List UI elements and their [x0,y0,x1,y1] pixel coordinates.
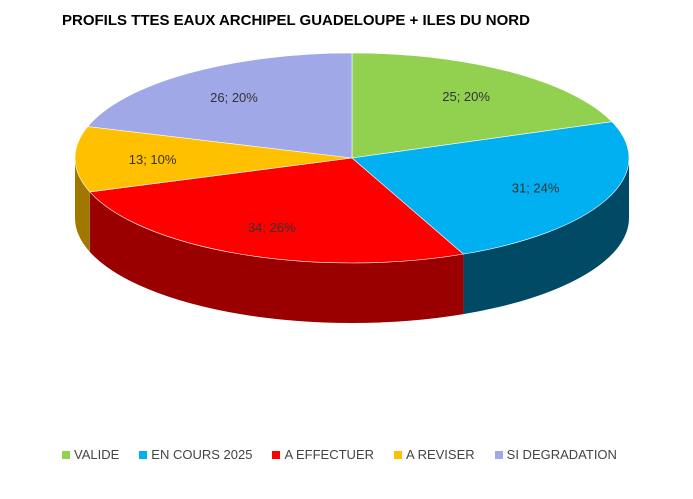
chart-title: PROFILS TTES EAUX ARCHIPEL GUADELOUPE + … [62,12,530,29]
pie-slice-a-reviser [74,126,353,193]
legend-item-valide: VALIDE [62,447,119,462]
legend-item-si-degradation: SI DEGRADATION [494,447,617,462]
legend-item-a-effectuer: A EFFECTUER [272,447,374,462]
legend-swatch-si-degradation [494,450,503,459]
data-label-a-reviser: 13; 10% [129,152,177,167]
data-label-a-effectuer: 34; 26% [248,220,296,235]
legend-label-en-cours-2025: EN COURS 2025 [151,447,253,462]
legend-swatch-en-cours-2025 [139,450,148,459]
legend-item-a-reviser: A REVISER [394,447,475,462]
legend-swatch-a-effectuer [272,450,281,459]
data-label-valide: 25; 20% [442,89,490,104]
pie-side-a-effectuer [89,191,464,324]
legend-label-a-reviser: A REVISER [406,447,475,462]
pie-side-en-cours-2025 [463,158,629,315]
pie-slice-a-effectuer [89,157,465,264]
legend-item-en-cours-2025: EN COURS 2025 [139,447,252,462]
data-label-en-cours-2025: 31; 24% [512,181,560,196]
pie-labels: 25; 20% 31; 24% 34; 26% 13; 10% 26; 20% [129,89,560,235]
pie-slice-si-degradation [87,52,353,159]
legend-label-valide: VALIDE [74,447,120,462]
data-label-si-degradation: 26; 20% [210,90,258,105]
pie-chart: 25; 20% 31; 24% 34; 26% 13; 10% 26; 20% [74,52,630,324]
legend-swatch-a-reviser [394,450,403,459]
pie-side-a-reviser [75,158,90,252]
chart-legend: VALIDE EN COURS 2025 A EFFECTUER A REVISER S… [62,447,637,462]
pie-sides [75,158,629,324]
legend-label-a-effectuer: A EFFECTUER [284,447,375,462]
legend-label-si-degradation: SI DEGRADATION [506,447,617,462]
pie-slice-en-cours-2025 [351,121,630,255]
pie-slice-valide [351,52,613,159]
legend-swatch-valide [62,450,70,459]
pie-tops [74,52,630,264]
